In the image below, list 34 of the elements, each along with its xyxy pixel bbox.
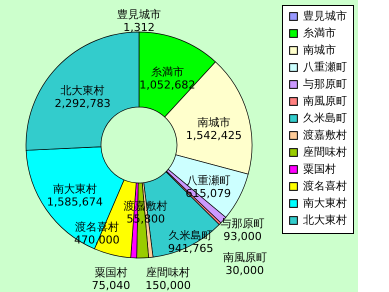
slice-label: 座間味村 [146, 266, 190, 279]
legend-label: 北大東村 [303, 214, 347, 226]
legend-label: 南大東村 [303, 196, 347, 210]
slice-label: 北大東村 [60, 84, 105, 98]
slice-label: 粟国村 [94, 266, 128, 279]
legend-label: 南城市 [303, 44, 336, 56]
data-label: 150,000 [145, 278, 191, 292]
data-label: 1,052,682 [139, 78, 196, 92]
slice-label: 南風原町 [222, 251, 267, 264]
legend-label: 渡名喜村 [303, 180, 347, 192]
data-label: 93,000 [223, 230, 262, 244]
data-label: 30,000 [226, 264, 264, 278]
data-label: 1,542,425 [186, 129, 242, 142]
legend-label: 八重瀬町 [303, 60, 347, 74]
legend-label: 豊見城市 [303, 10, 347, 22]
legend-label: 座間味村 [303, 146, 347, 158]
data-label: 55,800 [126, 212, 165, 226]
data-label: 2,292,783 [54, 97, 111, 110]
data-label: 1,312 [123, 21, 155, 34]
slice-label: 豊見城市 [117, 8, 162, 21]
legend-label: 渡嘉敷村 [303, 128, 347, 142]
slice-label: 南城市 [197, 116, 230, 130]
legend-label: 粟国村 [303, 162, 336, 176]
data-label: 470,000 [74, 234, 120, 247]
slice-label: 南大東村 [52, 182, 97, 196]
legend-label: 南風原町 [303, 94, 347, 108]
data-label: 75,040 [92, 278, 130, 292]
slice-label: 八重瀬町 [186, 174, 230, 187]
slice-label: 糸満市 [150, 65, 184, 78]
legend-label: 糸満市 [303, 26, 336, 40]
legend-label: 久米島町 [303, 112, 347, 124]
slice-label: 与那原町 [220, 217, 265, 230]
data-label: 1,585,674 [46, 195, 103, 208]
legend-label: 与那原町 [303, 78, 347, 90]
